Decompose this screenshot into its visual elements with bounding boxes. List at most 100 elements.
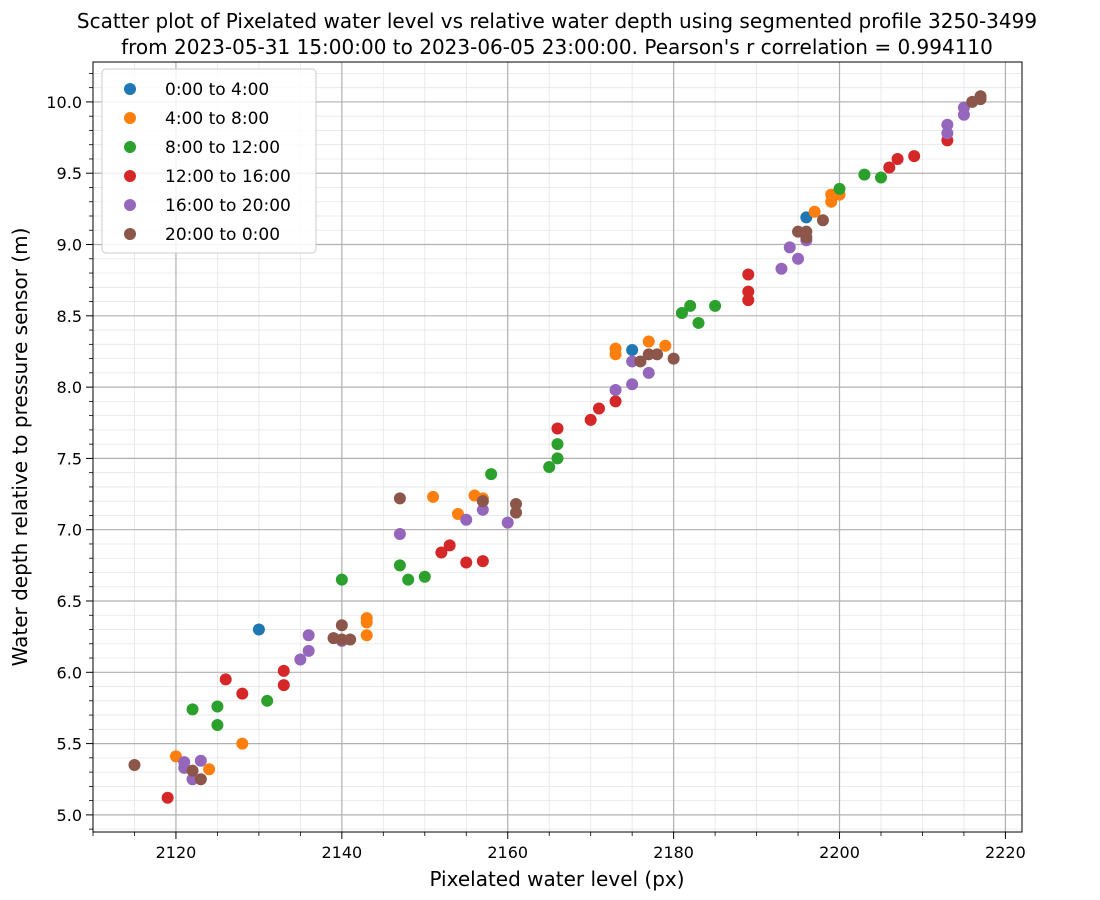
data-point-series-4 <box>783 241 796 254</box>
x-tick-labels: 2120 2140 2160 2180 2200 2220 <box>156 843 1026 862</box>
data-point-series-2 <box>402 573 415 586</box>
data-point-series-3 <box>592 402 605 415</box>
data-point-series-4 <box>775 262 788 275</box>
legend-label-4: 16:00 to 20:00 <box>165 196 291 216</box>
x-tick-label: 2220 <box>985 843 1026 862</box>
data-point-series-2 <box>186 703 199 716</box>
legend-label-5: 20:00 to 0:00 <box>165 225 280 245</box>
legend-marker-4 <box>124 199 136 211</box>
data-point-series-3 <box>277 679 290 692</box>
data-point-series-5 <box>128 758 141 771</box>
data-point-series-0 <box>626 344 639 357</box>
data-point-series-2 <box>692 316 705 329</box>
data-point-series-3 <box>219 673 232 686</box>
data-point-series-2 <box>684 299 697 312</box>
data-point-series-5 <box>476 495 489 508</box>
data-point-series-5 <box>510 506 523 519</box>
plot-frame <box>92 61 1023 833</box>
legend: 0:00 to 4:00 4:00 to 8:00 8:00 to 12:00 12:… <box>101 68 317 254</box>
data-point-series-3 <box>277 664 290 677</box>
legend-label-0: 0:00 to 4:00 <box>165 80 269 100</box>
data-point-series-1 <box>427 490 440 503</box>
data-point-series-1 <box>642 335 655 348</box>
data-point-series-4 <box>393 527 406 540</box>
data-point-series-2 <box>211 700 224 713</box>
legend-label-1: 4:00 to 8:00 <box>165 109 269 129</box>
data-point-series-3 <box>435 546 448 559</box>
y-tick-label: 9.5 <box>57 164 82 183</box>
data-point-series-2 <box>543 460 556 473</box>
data-point-series-1 <box>360 629 373 642</box>
data-point-series-5 <box>800 231 813 244</box>
legend-marker-0 <box>124 83 136 95</box>
y-tick-label: 9.0 <box>57 236 82 255</box>
data-point-series-5 <box>510 498 523 511</box>
data-point-series-4 <box>957 108 970 121</box>
data-point-series-0 <box>252 623 265 636</box>
legend-marker-5 <box>124 228 136 240</box>
data-point-series-2 <box>833 182 846 195</box>
data-point-series-2 <box>551 438 564 451</box>
data-point-series-2 <box>335 573 348 586</box>
data-point-series-3 <box>742 294 755 307</box>
legend-marker-2 <box>124 141 136 153</box>
data-point-series-5 <box>642 348 655 361</box>
axis-ticks <box>86 73 1006 839</box>
data-point-series-4 <box>626 355 639 368</box>
data-point-series-2 <box>874 171 887 184</box>
data-point-series-3 <box>551 422 564 435</box>
data-point-series-4 <box>642 366 655 379</box>
data-point-series-4 <box>941 118 954 131</box>
data-point-series-4 <box>302 629 315 642</box>
chart-title-line-2: from 2023-05-31 15:00:00 to 2023-06-05 2… <box>121 35 993 59</box>
data-point-series-5 <box>186 764 199 777</box>
data-point-series-1 <box>360 616 373 629</box>
x-tick-label: 2160 <box>487 843 528 862</box>
data-point-series-1 <box>236 737 249 750</box>
data-points <box>128 90 987 804</box>
data-point-series-3 <box>476 555 489 568</box>
data-point-series-5 <box>634 355 647 368</box>
data-point-series-3 <box>584 413 597 426</box>
data-point-series-2 <box>261 694 274 707</box>
data-point-series-1 <box>609 348 622 361</box>
data-point-series-3 <box>742 268 755 281</box>
y-tick-label: 8.0 <box>57 378 82 397</box>
legend-marker-3 <box>124 170 136 182</box>
data-point-series-5 <box>335 619 348 632</box>
data-point-series-2 <box>211 719 224 732</box>
data-point-series-4 <box>941 127 954 140</box>
x-axis-label: Pixelated water level (px) <box>429 867 684 891</box>
y-tick-label: 10.0 <box>46 93 82 112</box>
y-tick-label: 5.0 <box>57 806 82 825</box>
data-point-series-5 <box>651 348 664 361</box>
data-point-series-1 <box>203 763 216 776</box>
x-tick-label: 2180 <box>653 843 694 862</box>
y-tick-label: 7.5 <box>57 449 82 468</box>
legend-label-2: 8:00 to 12:00 <box>165 138 280 158</box>
data-point-series-3 <box>161 791 174 804</box>
data-point-series-4 <box>194 754 207 767</box>
data-point-series-3 <box>609 395 622 408</box>
data-point-series-3 <box>443 539 456 552</box>
data-point-series-3 <box>891 152 904 165</box>
data-point-series-4 <box>460 513 473 526</box>
data-point-series-5 <box>393 492 406 505</box>
data-point-series-4 <box>476 503 489 516</box>
y-tick-label: 8.5 <box>57 307 82 326</box>
data-point-series-4 <box>302 644 315 657</box>
y-tick-label: 7.0 <box>57 521 82 540</box>
data-point-series-2 <box>858 168 871 181</box>
data-point-series-3 <box>460 556 473 569</box>
data-point-series-5 <box>344 633 357 646</box>
data-point-series-2 <box>485 468 498 481</box>
legend-box <box>101 68 317 254</box>
data-point-series-4 <box>294 653 307 666</box>
chart-title-line-1: Scatter plot of Pixelated water level vs… <box>77 9 1037 33</box>
data-point-series-2 <box>418 570 431 583</box>
data-point-series-5 <box>667 352 680 365</box>
legend-label-3: 12:00 to 16:00 <box>165 167 291 187</box>
data-point-series-5 <box>974 93 987 106</box>
data-point-series-1 <box>808 205 821 218</box>
